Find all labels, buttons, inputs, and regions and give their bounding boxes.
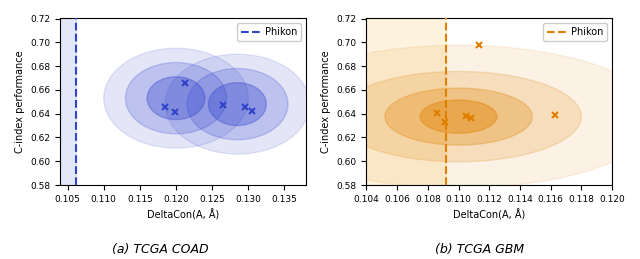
- Y-axis label: C-index performance: C-index performance: [15, 51, 25, 153]
- Ellipse shape: [420, 100, 497, 133]
- Y-axis label: C-index performance: C-index performance: [321, 51, 331, 153]
- Ellipse shape: [104, 48, 248, 148]
- Bar: [60, 18, 76, 185]
- Bar: [367, 18, 446, 185]
- Legend: Phikon: Phikon: [543, 23, 607, 41]
- Text: (b) TCGA GBM: (b) TCGA GBM: [435, 243, 525, 256]
- Ellipse shape: [336, 71, 581, 162]
- X-axis label: DeltaCon(A, Å): DeltaCon(A, Å): [147, 209, 220, 221]
- Ellipse shape: [259, 45, 640, 188]
- Text: (a) TCGA COAD: (a) TCGA COAD: [112, 243, 208, 256]
- Ellipse shape: [125, 62, 227, 134]
- Legend: Phikon: Phikon: [237, 23, 301, 41]
- Ellipse shape: [385, 88, 532, 145]
- Ellipse shape: [147, 77, 205, 120]
- Ellipse shape: [165, 54, 310, 154]
- Ellipse shape: [209, 83, 266, 126]
- Ellipse shape: [187, 68, 288, 140]
- X-axis label: DeltaCon(A, Å): DeltaCon(A, Å): [453, 209, 525, 221]
